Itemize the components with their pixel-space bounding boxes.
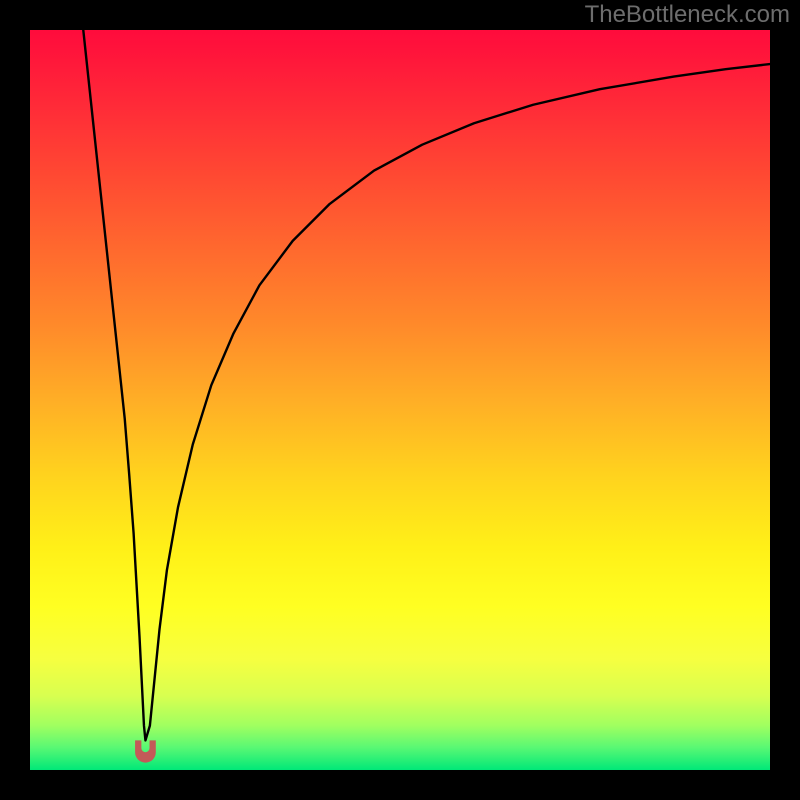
watermark-text: TheBottleneck.com — [585, 1, 790, 29]
chart-container: TheBottleneck.com — [0, 0, 800, 800]
bottleneck-marker — [135, 740, 156, 762]
bottleneck-curve — [83, 30, 770, 740]
curve-layer — [30, 30, 770, 770]
plot-area — [30, 30, 770, 770]
